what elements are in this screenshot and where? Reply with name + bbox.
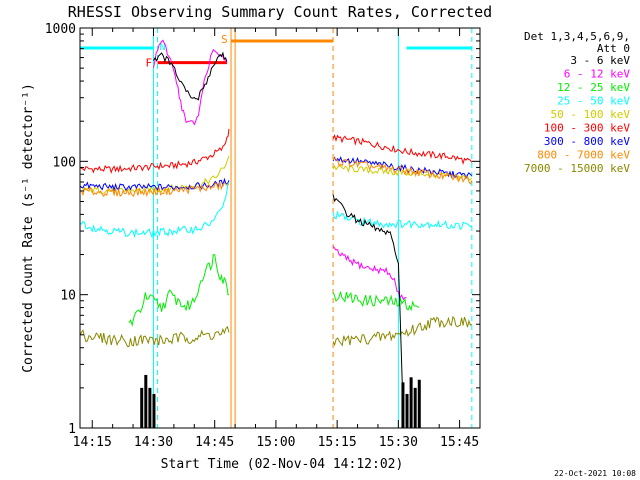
x-axis-label: Start Time (02-Nov-04 14:12:02) (161, 457, 404, 472)
series-line (332, 134, 473, 166)
series-line (332, 194, 403, 388)
low-count-spike (417, 379, 421, 428)
legend-entry: 800 - 7000 keV (537, 149, 630, 162)
series-line (79, 128, 230, 174)
low-count-spike (405, 393, 409, 428)
low-count-spike (144, 374, 148, 428)
legend-entry: 50 - 100 keV (551, 108, 631, 121)
series-line (128, 254, 230, 327)
legend-entry: 7000 - 15000 keV (524, 162, 630, 175)
legend-entry: 6 - 12 keV (564, 68, 631, 81)
night-label: N (160, 42, 166, 53)
series-line (153, 51, 228, 101)
axis-ticks: 14:15 14:30 14:45 15:00 15:15 15:30 15:45 1 10 10… (45, 22, 481, 450)
series-line (153, 39, 228, 126)
legend-title-line-1: Det 1,3,4,5,6,9, (524, 30, 630, 43)
low-count-spike (148, 387, 152, 428)
x-tick-label: 14:15 (73, 435, 112, 450)
series-line (332, 291, 420, 312)
y-tick-label: 1 (68, 422, 76, 437)
saa-label: S (221, 33, 228, 46)
low-count-spike (413, 387, 417, 428)
legend-entry: 12 - 25 keV (557, 81, 630, 94)
x-tick-label: 15:00 (256, 435, 295, 450)
timestamp: 22-Oct-2021 10:08 (554, 469, 636, 478)
series-line (332, 210, 473, 230)
x-tick-label: 14:45 (195, 435, 234, 450)
series-line (332, 157, 473, 185)
chart-title: RHESSI Observing Summary Count Rates, Co… (68, 3, 492, 21)
legend-entry: 3 - 6 keV (570, 54, 630, 67)
x-tick-label: 15:30 (379, 435, 418, 450)
flare-label: F (146, 57, 153, 70)
series-line (332, 245, 407, 301)
series-line (332, 315, 473, 347)
series-layer (79, 39, 473, 428)
x-tick-label: 15:45 (440, 435, 479, 450)
series-line (79, 325, 230, 347)
y-axis-label: Corrected Count Rate (s⁻¹ detector⁻¹) (21, 83, 36, 373)
y-tick-label: 10 (60, 289, 76, 304)
plot-frame (79, 27, 481, 429)
low-count-spike (140, 387, 144, 428)
series-line (79, 177, 230, 192)
x-tick-label: 15:15 (318, 435, 357, 450)
legend-entry: 300 - 800 keV (544, 135, 630, 148)
low-count-spike (409, 377, 413, 428)
low-count-spike (401, 382, 405, 428)
series-line (80, 181, 230, 198)
legend-entry: 100 - 300 keV (544, 122, 630, 135)
legend-entry: 25 - 50 keV (557, 95, 630, 108)
y-tick-label: 100 (53, 155, 76, 170)
series-line (79, 181, 230, 239)
x-tick-label: 14:30 (134, 435, 173, 450)
y-tick-label: 1000 (45, 22, 76, 37)
low-count-spike (152, 393, 156, 428)
legend-title-line-2: Att 0 (597, 42, 630, 55)
